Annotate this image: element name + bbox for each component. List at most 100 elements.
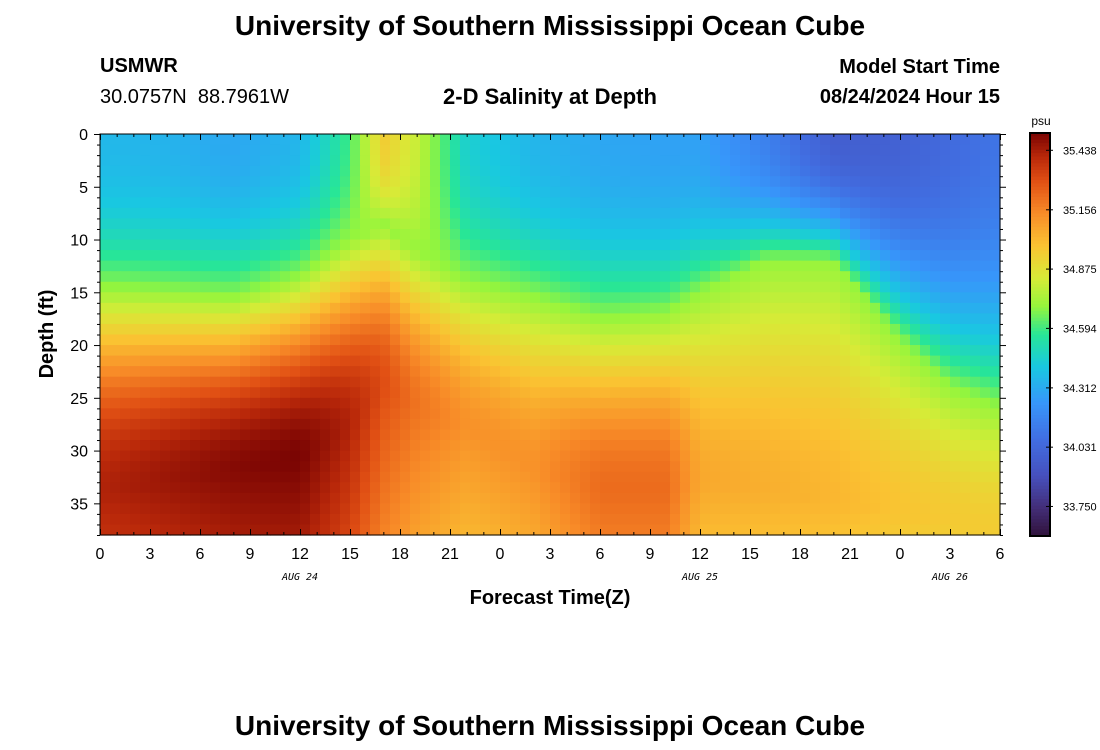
heatmap-cell bbox=[310, 408, 321, 419]
heatmap-cell bbox=[440, 398, 451, 409]
heatmap-cell bbox=[330, 472, 341, 483]
heatmap-cell bbox=[740, 240, 751, 251]
heatmap-cell bbox=[670, 377, 681, 388]
heatmap-cell bbox=[250, 461, 261, 472]
heatmap-cell bbox=[390, 155, 401, 166]
heatmap-cell bbox=[730, 335, 741, 346]
heatmap-cell bbox=[600, 524, 611, 535]
heatmap-cell bbox=[800, 250, 811, 261]
heatmap-cell bbox=[140, 408, 151, 419]
heatmap-cell bbox=[990, 366, 1001, 377]
heatmap-cell bbox=[300, 176, 311, 187]
heatmap-cell bbox=[840, 377, 851, 388]
heatmap-cell bbox=[220, 303, 231, 314]
heatmap-cell bbox=[430, 429, 441, 440]
heatmap-cell bbox=[470, 197, 481, 208]
heatmap-cell bbox=[980, 208, 991, 219]
heatmap-cell bbox=[260, 282, 271, 293]
heatmap-cell bbox=[390, 145, 401, 156]
heatmap-cell bbox=[330, 292, 341, 303]
heatmap-cell bbox=[470, 303, 481, 314]
heatmap-cell bbox=[650, 250, 661, 261]
heatmap-cell bbox=[240, 335, 251, 346]
heatmap-cell bbox=[540, 377, 551, 388]
heatmap-cell bbox=[600, 134, 611, 145]
heatmap-cell bbox=[440, 197, 451, 208]
heatmap-cell bbox=[780, 503, 791, 514]
heatmap-cell bbox=[710, 229, 721, 240]
heatmap-cell bbox=[730, 197, 741, 208]
heatmap-cell bbox=[630, 218, 641, 229]
heatmap-cell bbox=[370, 145, 381, 156]
heatmap-cell bbox=[140, 440, 151, 451]
heatmap-cell bbox=[460, 335, 471, 346]
heatmap-cell bbox=[380, 134, 391, 145]
heatmap-cell bbox=[310, 429, 321, 440]
heatmap-cell bbox=[730, 155, 741, 166]
heatmap-cell bbox=[630, 503, 641, 514]
heatmap-cell bbox=[400, 503, 411, 514]
heatmap-cell bbox=[990, 514, 1001, 525]
heatmap-cell bbox=[820, 261, 831, 272]
colorbar-tick-label: 35.156 bbox=[1063, 205, 1097, 217]
heatmap-cell bbox=[770, 187, 781, 198]
heatmap-cell bbox=[410, 377, 421, 388]
heatmap-cell bbox=[430, 250, 441, 261]
heatmap-cell bbox=[440, 377, 451, 388]
heatmap-cell bbox=[770, 240, 781, 251]
heatmap-cell bbox=[590, 472, 601, 483]
heatmap-cell bbox=[570, 356, 581, 367]
heatmap-cell bbox=[930, 250, 941, 261]
heatmap-cell bbox=[860, 398, 871, 409]
heatmap-cell bbox=[120, 514, 131, 525]
heatmap-cell bbox=[220, 408, 231, 419]
heatmap-cell bbox=[570, 271, 581, 282]
heatmap-cell bbox=[570, 451, 581, 462]
heatmap-cell bbox=[100, 176, 111, 187]
heatmap-cell bbox=[730, 408, 741, 419]
heatmap-cell bbox=[340, 408, 351, 419]
heatmap-cell bbox=[530, 134, 541, 145]
heatmap-cell bbox=[970, 514, 981, 525]
heatmap-cell bbox=[330, 493, 341, 504]
y-tick-label: 35 bbox=[70, 496, 88, 513]
heatmap-cell bbox=[310, 482, 321, 493]
heatmap-cell bbox=[210, 472, 221, 483]
heatmap-cell bbox=[540, 187, 551, 198]
heatmap-cell bbox=[890, 250, 901, 261]
heatmap-cell bbox=[420, 345, 431, 356]
heatmap-cell bbox=[670, 240, 681, 251]
heatmap-cell bbox=[200, 408, 211, 419]
heatmap-cell bbox=[200, 176, 211, 187]
heatmap-cell bbox=[590, 419, 601, 430]
heatmap-cell bbox=[460, 134, 471, 145]
heatmap-cell bbox=[280, 166, 291, 177]
heatmap-cell bbox=[110, 472, 121, 483]
heatmap-cell bbox=[970, 503, 981, 514]
heatmap-cell bbox=[890, 514, 901, 525]
heatmap-cell bbox=[490, 524, 501, 535]
heatmap-cell bbox=[480, 524, 491, 535]
heatmap-cell bbox=[150, 503, 161, 514]
heatmap-cell bbox=[320, 419, 331, 430]
heatmap-cell bbox=[560, 451, 571, 462]
heatmap-cell bbox=[500, 524, 511, 535]
heatmap-cell bbox=[920, 166, 931, 177]
heatmap-cell bbox=[510, 166, 521, 177]
heatmap-cell bbox=[480, 229, 491, 240]
heatmap-cell bbox=[250, 356, 261, 367]
heatmap-cell bbox=[870, 440, 881, 451]
heatmap-cell bbox=[690, 261, 701, 272]
heatmap-cell bbox=[540, 292, 551, 303]
heatmap-cell bbox=[770, 176, 781, 187]
heatmap-cell bbox=[460, 419, 471, 430]
heatmap-cell bbox=[470, 377, 481, 388]
heatmap-cell bbox=[930, 493, 941, 504]
heatmap-cell bbox=[850, 356, 861, 367]
heatmap-cell bbox=[730, 271, 741, 282]
heatmap-cell bbox=[660, 377, 671, 388]
heatmap-cell bbox=[330, 429, 341, 440]
heatmap-cell bbox=[540, 208, 551, 219]
heatmap-cell bbox=[140, 313, 151, 324]
heatmap-cell bbox=[630, 187, 641, 198]
